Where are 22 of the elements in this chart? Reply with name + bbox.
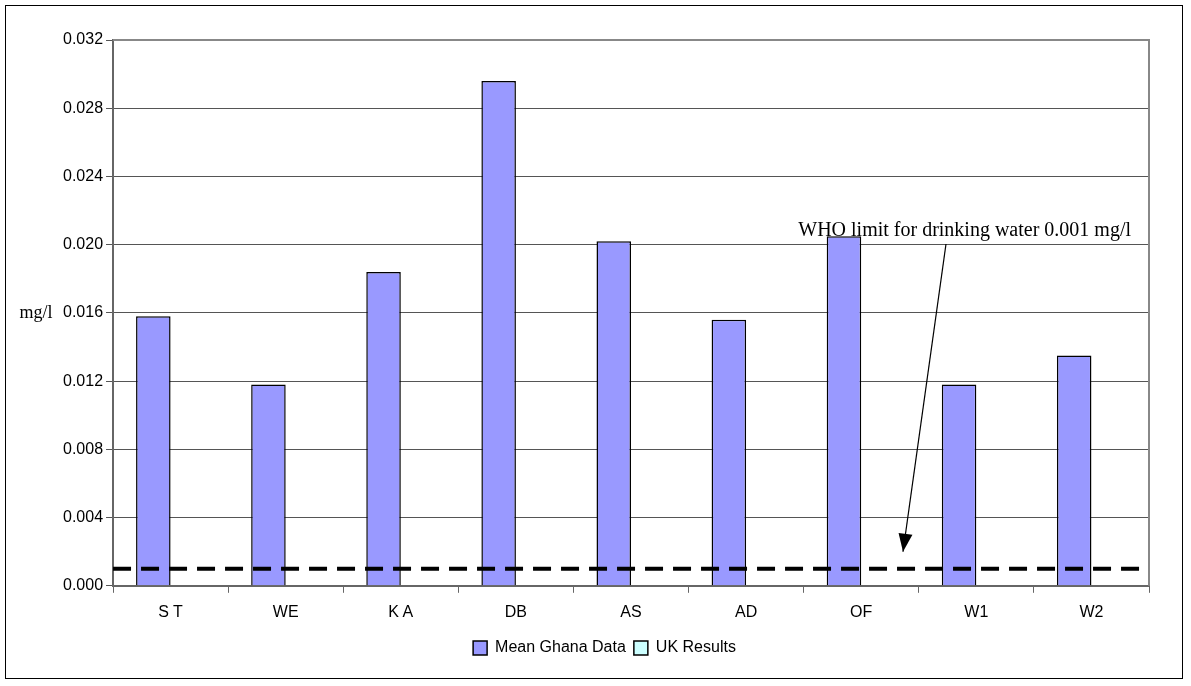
x-tick-label: AS <box>620 602 642 620</box>
x-tick-label: K A <box>388 602 414 620</box>
legend-label: Mean Ghana Data <box>495 638 626 656</box>
y-tick-label: 0.020 <box>62 235 104 253</box>
y-axis-title: mg/l <box>19 301 53 322</box>
x-tick-label: W2 <box>1079 602 1104 620</box>
y-tick-label: 0.016 <box>62 303 104 321</box>
y-tick-label: 0.004 <box>62 507 104 525</box>
y-tick-label: 0.012 <box>62 371 104 389</box>
x-tick-label: AD <box>735 602 758 620</box>
x-tick-label: DB <box>504 602 528 620</box>
y-tick-label: 0.028 <box>62 98 104 116</box>
y-tick-label: 0.008 <box>62 439 104 457</box>
y-tick-label: 0.032 <box>62 30 104 48</box>
x-tick-label: OF <box>850 602 873 620</box>
legend-label: UK Results <box>655 638 736 656</box>
x-tick-label: S T <box>158 602 184 620</box>
annotation: WHO limit for drinking water 0.001 mg/l <box>798 218 1132 242</box>
x-tick-label: W1 <box>964 602 989 620</box>
y-tick-label: 0.000 <box>62 576 104 594</box>
y-tick-label: 0.024 <box>62 166 104 184</box>
x-tick-label: WE <box>272 602 299 620</box>
